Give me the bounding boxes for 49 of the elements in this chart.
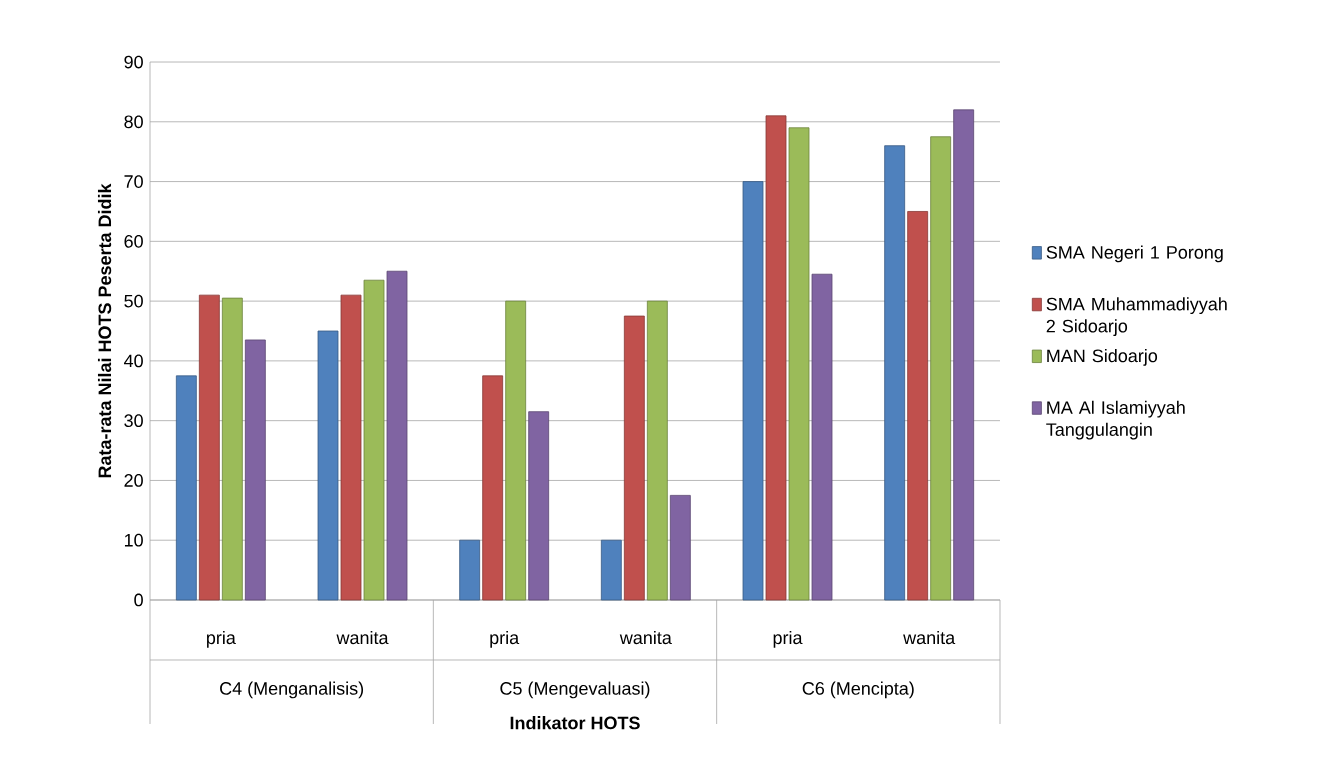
bar	[884, 145, 906, 601]
x-axis-title: Indikator HOTS	[510, 716, 640, 730]
legend-label: MAN Sidoarjo	[1047, 349, 1158, 366]
legend-label: SMA Muhammadiyyah 2 Sidoarjo	[1046, 297, 1227, 337]
text: C5 (Mengevaluasi)	[500, 681, 650, 699]
y-axis-title: Rata-rata Nilai HOTS Peserta Didik	[97, 183, 112, 478]
bar	[953, 109, 975, 601]
y-tick-label: 80	[124, 115, 143, 129]
x-tick-label: wanita	[336, 630, 389, 645]
x-tick-label: wanita	[903, 630, 956, 645]
bar	[505, 300, 527, 601]
y-tick-label: 40	[124, 354, 143, 368]
y-tick-label: 0	[134, 593, 143, 607]
bar	[742, 181, 764, 601]
x-tick-label: pria	[207, 630, 236, 648]
bar	[363, 279, 385, 601]
y-tick-label: 10	[124, 533, 143, 547]
bar	[646, 300, 668, 601]
y-tick-label: 90	[124, 55, 143, 69]
x-tick-label: wanita	[619, 630, 672, 645]
bar	[221, 297, 243, 601]
bar	[765, 115, 787, 601]
bar	[811, 273, 833, 601]
bar	[788, 127, 810, 601]
bar	[459, 539, 481, 601]
bar	[482, 375, 504, 601]
y-tick-label: 70	[124, 175, 143, 188]
legend-label: MA Al Islamiyyah Tanggulangin	[1046, 400, 1185, 440]
bar	[669, 494, 691, 601]
y-tick-label: 50	[124, 294, 143, 308]
bar	[198, 294, 220, 601]
bar	[930, 136, 952, 601]
bar	[623, 315, 645, 601]
x-tick-label: pria	[490, 630, 520, 648]
bar	[907, 211, 929, 601]
y-tick-label: 20	[124, 474, 143, 487]
legend-label: SMA Negeri 1 Porong	[1046, 245, 1223, 263]
text: C6 (Mencipta)	[802, 681, 914, 699]
bar	[317, 330, 339, 601]
bar	[175, 375, 197, 601]
bar	[528, 411, 550, 601]
bar	[386, 270, 408, 601]
text: C4 (Menganalisis)	[220, 681, 364, 699]
bar	[600, 539, 622, 601]
bar	[340, 294, 362, 601]
y-tick-label: 30	[124, 414, 143, 428]
bar	[244, 339, 266, 601]
y-tick-label: 60	[124, 234, 143, 248]
x-tick-label: pria	[773, 630, 803, 648]
